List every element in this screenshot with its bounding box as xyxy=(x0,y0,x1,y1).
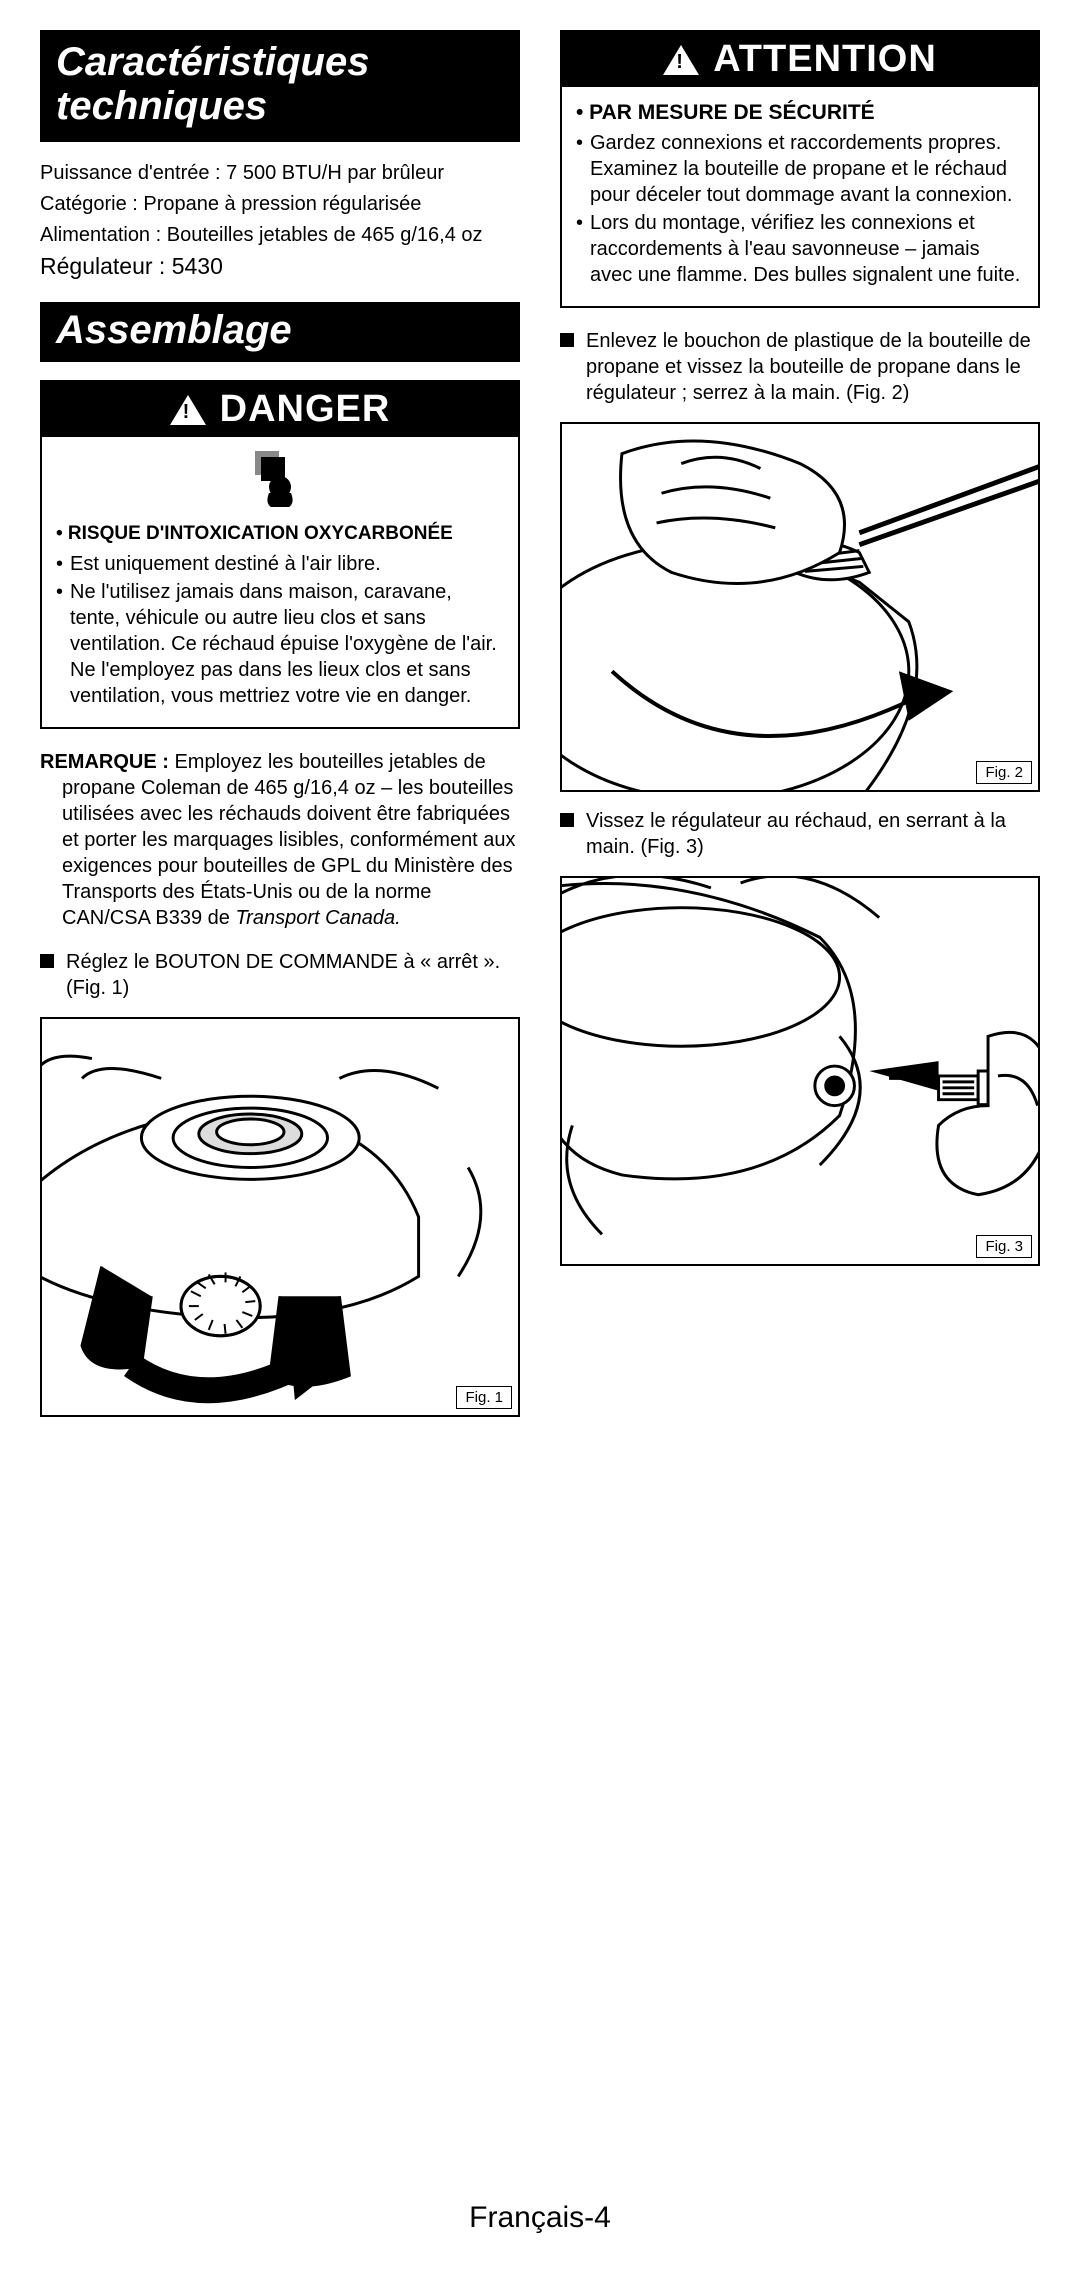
figure-1: Fig. 1 xyxy=(40,1017,520,1417)
danger-bullets: Est uniquement destiné à l'air libre. Ne… xyxy=(56,551,504,709)
figure-3-label: Fig. 3 xyxy=(976,1235,1032,1258)
figure-2: Fig. 2 xyxy=(560,422,1040,792)
warning-triangle-icon xyxy=(663,45,699,75)
danger-bullet-1: Est uniquement destiné à l'air libre. xyxy=(56,551,504,577)
danger-header: DANGER xyxy=(42,382,518,437)
figure-3: Fig. 3 xyxy=(560,876,1040,1266)
page-footer: Français-4 xyxy=(0,2201,1080,2235)
attention-box: ATTENTION • PAR MESURE DE SÉCURITÉ Garde… xyxy=(560,30,1040,308)
figure-1-illustration xyxy=(42,1019,518,1415)
heading-assembly: Assemblage xyxy=(40,302,520,362)
attention-body: • PAR MESURE DE SÉCURITÉ Gardez connexio… xyxy=(562,87,1038,306)
remark-label: REMARQUE : xyxy=(40,751,169,773)
step-1: Réglez le BOUTON DE COMMANDE à « arrêt »… xyxy=(40,949,520,1001)
attention-bullet-2: Lors du montage, vérifiez les connexions… xyxy=(576,210,1024,288)
remark-paragraph: REMARQUE : Employez les bouteilles jetab… xyxy=(40,749,520,931)
attention-bullet-1: Gardez connexions et raccordements propr… xyxy=(576,130,1024,208)
warning-triangle-icon xyxy=(170,395,206,425)
spec-line-3: Alimentation : Bouteilles jetables de 46… xyxy=(40,222,520,249)
attention-bullets: Gardez connexions et raccordements propr… xyxy=(576,130,1024,288)
figure-2-label: Fig. 2 xyxy=(976,761,1032,784)
heading-specifications: Caractéristiques techniques xyxy=(40,30,520,142)
step-3: Vissez le régulateur au réchaud, en serr… xyxy=(560,808,1040,860)
danger-body: • RISQUE D'INTOXICATION OXYCARBONÉE Est … xyxy=(42,437,518,727)
regulator-line: Régulateur : 5430 xyxy=(40,253,520,280)
danger-bullet-2: Ne l'utilisez jamais dans maison, carava… xyxy=(56,579,504,709)
attention-title: ATTENTION xyxy=(713,38,937,81)
danger-subheading: • RISQUE D'INTOXICATION OXYCARBONÉE xyxy=(56,522,504,547)
remark-body: Employez les bouteilles jetables de prop… xyxy=(62,751,516,929)
left-column: Caractéristiques techniques Puissance d'… xyxy=(40,30,520,1417)
remark-italic: Transport Canada. xyxy=(235,907,400,929)
attention-header: ATTENTION xyxy=(562,32,1038,87)
right-column: ATTENTION • PAR MESURE DE SÉCURITÉ Garde… xyxy=(560,30,1040,1417)
danger-box: DANGER • RISQUE D'INTOXICATION OXYCARBON… xyxy=(40,380,520,729)
figure-1-label: Fig. 1 xyxy=(456,1386,512,1409)
step-2: Enlevez le bouchon de plastique de la bo… xyxy=(560,328,1040,406)
spec-line-1: Puissance d'entrée : 7 500 BTU/H par brû… xyxy=(40,160,520,187)
spec-line-2: Catégorie : Propane à pression régularis… xyxy=(40,191,520,218)
two-column-layout: Caractéristiques techniques Puissance d'… xyxy=(40,30,1040,1417)
attention-subheading: • PAR MESURE DE SÉCURITÉ xyxy=(576,99,1024,126)
danger-title: DANGER xyxy=(220,388,391,431)
figure-2-illustration xyxy=(562,424,1038,790)
co-hazard-icon xyxy=(56,449,504,516)
figure-3-illustration xyxy=(562,878,1038,1264)
